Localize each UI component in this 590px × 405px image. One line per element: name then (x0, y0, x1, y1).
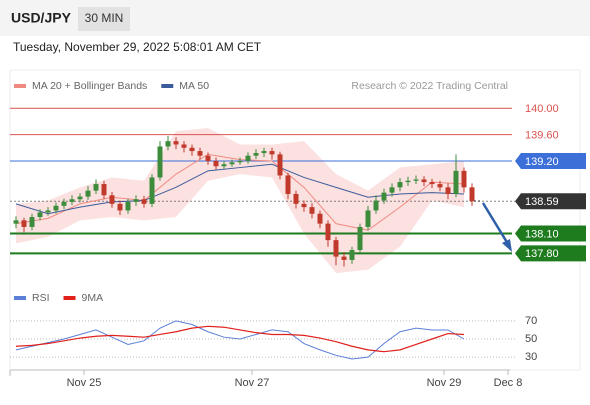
candle-body (277, 154, 283, 176)
candle-body (397, 182, 403, 188)
bollinger-band (16, 127, 464, 274)
candle-body (21, 220, 27, 227)
symbol: USD/JPY (11, 10, 72, 26)
legend-swatch (63, 296, 76, 300)
price-panel: MA 20 + Bollinger Bands MA 50 Research © 2… (10, 80, 586, 389)
candle-body (445, 187, 451, 194)
candle-body (461, 170, 467, 188)
candle-body (253, 153, 259, 156)
candle-body (301, 203, 307, 208)
y-tick-label: 50 (525, 333, 537, 345)
candle-body (213, 160, 219, 167)
x-tick-label: Nov 25 (67, 377, 102, 389)
candle-body (293, 193, 299, 204)
level-label: 138.10 (525, 228, 559, 240)
candle-body (317, 213, 323, 224)
legend-label: RSI (32, 292, 50, 304)
candle-body (349, 250, 355, 260)
candle-body (141, 199, 147, 204)
candle-body (309, 207, 315, 214)
level-label: 138.59 (525, 196, 559, 208)
interval: 30 MIN (85, 11, 124, 25)
candle-body (229, 162, 235, 165)
legend-label: MA 20 + Bollinger Bands (32, 80, 147, 92)
candle-body (285, 175, 291, 194)
candle-body (469, 187, 475, 202)
candle-body (29, 217, 35, 227)
candle-body (197, 151, 203, 156)
y-tick-label: 30 (525, 351, 537, 363)
timestamp: Tuesday, November 29, 2022 5:08:01 AM CE… (13, 40, 262, 54)
candle-body (125, 201, 131, 211)
candle-body (181, 144, 187, 148)
legend-swatch (14, 84, 26, 88)
candle-body (381, 192, 387, 201)
candle-body (189, 147, 195, 152)
candle-body (341, 256, 347, 260)
level-label: 140.00 (525, 103, 559, 115)
candle-body (261, 151, 267, 154)
candle-body (405, 180, 411, 183)
candle-body (13, 220, 19, 224)
candle-body (325, 223, 331, 241)
legend-swatch (14, 296, 26, 300)
candle-body (109, 195, 115, 204)
candle-body (53, 205, 59, 211)
candle-body (389, 187, 395, 193)
candle-body (93, 184, 99, 191)
candle-body (245, 155, 251, 161)
x-tick-label: Dec 8 (494, 377, 523, 389)
candle-body (269, 151, 275, 155)
candle-body (373, 200, 379, 211)
level-label: 137.80 (525, 248, 559, 260)
arrow-head (502, 239, 512, 252)
candle-body (85, 190, 91, 197)
candle-body (429, 182, 435, 185)
candle-body (421, 179, 427, 183)
level-label: 139.60 (525, 129, 559, 141)
rsi-panel: RSI 9MA 70 50 30 (10, 292, 537, 363)
x-tick-label: Nov 27 (235, 377, 270, 389)
legend-label: MA 50 (179, 80, 209, 92)
candle-body (413, 179, 419, 181)
candle-body (357, 226, 363, 251)
candle-body (437, 184, 443, 188)
y-tick-label: 70 (525, 315, 537, 327)
candle-body (69, 199, 75, 202)
candle-body (133, 199, 139, 202)
level-label: 139.20 (525, 156, 559, 168)
level-box (515, 152, 586, 169)
level-box (515, 245, 586, 262)
candle-body (221, 164, 227, 167)
candle-body (77, 196, 83, 200)
projection-arrow (481, 202, 510, 245)
candle-body (61, 201, 67, 206)
level-box (515, 225, 586, 242)
candle-body (117, 203, 123, 211)
x-tick-label: Nov 29 (427, 377, 462, 389)
candle-body (45, 210, 51, 213)
candle-body (365, 210, 371, 227)
candle-body (101, 184, 107, 196)
candle-body (453, 170, 459, 194)
candle-body (37, 212, 43, 218)
moving-average (15, 163, 465, 215)
level-box (515, 193, 586, 210)
candle-body (205, 155, 211, 161)
legend-label: 9MA (82, 292, 104, 304)
candle-body (173, 141, 179, 145)
candle-body (165, 141, 171, 147)
candle-body (157, 146, 163, 178)
candle-body (149, 177, 155, 204)
legend-swatch (161, 84, 174, 88)
source-note: Research © 2022 Trading Central (351, 80, 508, 92)
interval-badge (78, 7, 130, 31)
indicator-line (15, 325, 465, 353)
candle-body (237, 160, 243, 163)
candle-body (333, 240, 339, 257)
indicator-line (15, 320, 465, 360)
